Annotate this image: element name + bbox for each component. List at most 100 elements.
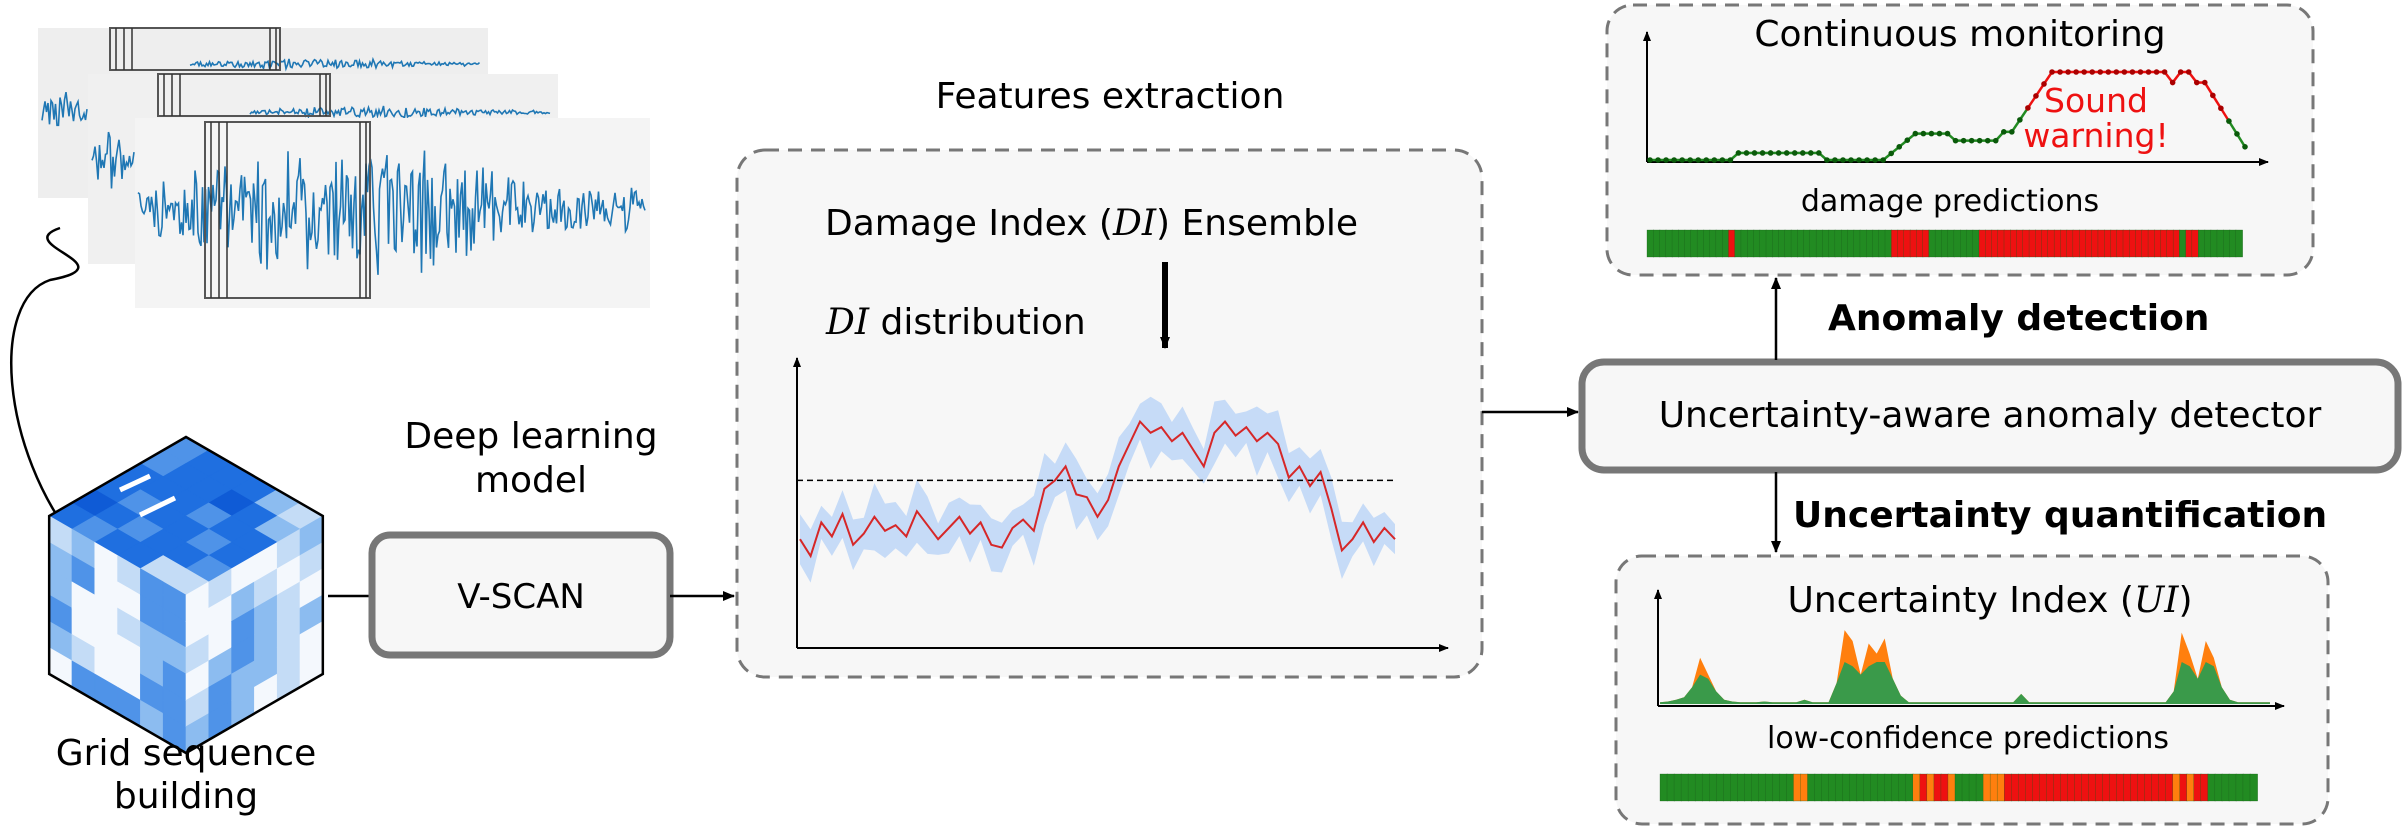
damage-prediction-cell xyxy=(2122,229,2131,258)
damage-prediction-cell xyxy=(1646,229,1655,258)
damage-prediction-cell xyxy=(1909,229,1918,258)
low-confidence-cell xyxy=(1716,773,1724,802)
damage-prediction-cell xyxy=(1665,229,1673,258)
low-confidence-cell xyxy=(1786,773,1795,802)
damage-prediction-cell xyxy=(1922,229,1930,258)
low-confidence-cell xyxy=(1694,773,1703,802)
signal-window-front xyxy=(135,118,650,308)
damage-prediction-cell xyxy=(2022,229,2030,258)
uncertainty-index-title: Uncertainty Index (UI) xyxy=(1788,580,2193,621)
low-confidence-cell xyxy=(1940,773,1949,802)
cm-trajectory-point xyxy=(1904,137,1911,143)
cm-trajectory-point xyxy=(2185,69,2192,75)
di-distribution-symbol: DI xyxy=(825,302,870,343)
low-confidence-cell xyxy=(2109,773,2118,802)
damage-prediction-cell xyxy=(1728,229,1736,258)
damage-prediction-cell xyxy=(1878,229,1886,258)
cm-trajectory-point xyxy=(1896,144,1903,150)
damage-prediction-cell xyxy=(2154,229,2162,258)
damage-prediction-cell xyxy=(1828,229,1836,258)
cm-trajectory-point xyxy=(2210,92,2216,99)
damage-prediction-cell xyxy=(1960,229,1968,258)
damage-prediction-cell xyxy=(1916,229,1924,258)
low-confidence-cell xyxy=(1828,773,1837,802)
damage-prediction-cell xyxy=(2179,229,2187,258)
cm-trajectory-point xyxy=(2065,69,2071,75)
damage-prediction-cell xyxy=(1985,229,1993,258)
low-confidence-cell xyxy=(1877,773,1886,802)
cm-trajectory-point xyxy=(2129,69,2136,75)
cm-trajectory-point xyxy=(1759,150,1766,156)
low-confidence-cell xyxy=(2228,773,2237,802)
low-confidence-cell xyxy=(2074,773,2083,802)
cm-trajectory-point xyxy=(1968,137,1975,144)
cm-trajectory-point xyxy=(2033,93,2039,99)
low-confidence-cell xyxy=(2235,773,2244,802)
cube-highlight xyxy=(138,495,177,518)
low-confidence-cell xyxy=(1842,773,1851,802)
damage-prediction-cell xyxy=(2079,229,2087,258)
damage-prediction-cell xyxy=(1678,229,1686,258)
damage-prediction-cell xyxy=(2147,229,2156,258)
low-confidence-cell xyxy=(1996,773,2005,802)
damage-prediction-cell xyxy=(2129,229,2137,258)
damage-prediction-cell xyxy=(2110,229,2118,258)
low-confidence-cell xyxy=(1744,773,1753,802)
damage-prediction-cell xyxy=(1997,229,2005,258)
low-confidence-cell xyxy=(2039,773,2048,802)
damage-prediction-cell xyxy=(2041,229,2049,258)
damage-prediction-cell xyxy=(1747,229,1755,258)
cm-trajectory-point xyxy=(2193,79,2200,86)
damage-prediction-cell xyxy=(2053,229,2062,258)
low-confidence-cell xyxy=(2221,773,2230,802)
damage-prediction-cell xyxy=(1853,229,1861,258)
uncertainty-index-title-pre: Uncertainty Index ( xyxy=(1788,580,2134,621)
ui-green-area xyxy=(1660,662,2270,704)
damage-predictions-label: damage predictions xyxy=(1801,184,2099,219)
signal-trace-front xyxy=(137,150,646,275)
cm-trajectory-point xyxy=(2105,69,2112,75)
damage-predictions-strip xyxy=(1646,229,2243,258)
vscan-label: V-SCAN xyxy=(457,577,585,617)
cm-trajectory-point xyxy=(1703,157,1710,163)
low-confidence-cell xyxy=(1793,773,1802,802)
di-ensemble-label-pre: Damage Index ( xyxy=(825,203,1113,244)
low-confidence-cell xyxy=(1765,773,1774,802)
anomaly-detection-label: Anomaly detection xyxy=(1828,298,2209,339)
cm-trajectory-point xyxy=(2017,117,2023,123)
damage-prediction-cell xyxy=(2116,229,2124,258)
low-confidence-strip xyxy=(1659,773,2258,802)
cm-trajectory-point xyxy=(1719,157,1726,163)
cm-trajectory-point xyxy=(1832,157,1838,163)
low-confidence-cell xyxy=(2193,773,2202,802)
low-confidence-cell xyxy=(1666,773,1675,802)
grid-sequence-label-line1: Grid sequence xyxy=(56,733,316,774)
cm-trajectory-point xyxy=(1775,150,1782,156)
low-confidence-cell xyxy=(2179,773,2188,802)
low-confidence-cell xyxy=(1758,773,1767,802)
cm-trajectory-point xyxy=(1992,137,1999,144)
damage-prediction-cell xyxy=(2166,229,2174,258)
low-confidence-cell xyxy=(1701,773,1710,802)
window-bracket xyxy=(109,27,281,71)
damage-prediction-cell xyxy=(1978,229,1986,258)
damage-prediction-cell xyxy=(1653,229,1661,258)
damage-prediction-cell xyxy=(2028,229,2037,258)
damage-prediction-cell xyxy=(1834,229,1842,258)
cm-trajectory-point xyxy=(1984,137,1991,144)
cm-trajectory-point xyxy=(1912,130,1919,137)
damage-prediction-cell xyxy=(2016,229,2024,258)
low-confidence-cell xyxy=(1968,773,1977,802)
damage-prediction-cell xyxy=(1884,229,1893,258)
window-bracket xyxy=(157,73,331,117)
cube-highlight xyxy=(118,473,152,493)
di-ensemble-label-symbol: DI xyxy=(1112,203,1157,244)
low-confidence-cell xyxy=(1680,773,1689,802)
cm-trajectory-point xyxy=(2226,118,2232,124)
cm-trajectory-point xyxy=(1671,157,1677,163)
cm-trajectory-point xyxy=(1735,150,1742,156)
damage-prediction-cell xyxy=(2097,229,2105,258)
cm-trajectory-point xyxy=(2242,144,2248,150)
anomaly-detector-label: Uncertainty-aware anomaly detector xyxy=(1659,395,2322,436)
uncertainty-index-box xyxy=(1614,554,2330,826)
